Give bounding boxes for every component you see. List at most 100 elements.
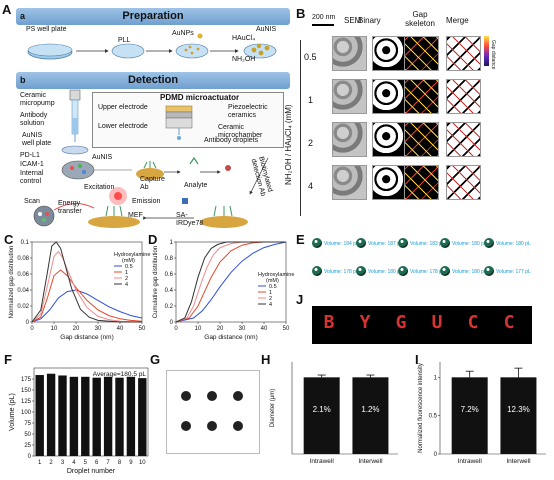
c-series-0.5 xyxy=(31,289,143,323)
d-series-1 xyxy=(175,241,286,323)
f-xtick-label: 8 xyxy=(118,460,122,466)
d-xtick-label: 50 xyxy=(283,326,290,332)
b-axis-label: NH₂OH / HAuCl₄ (mM) xyxy=(284,104,293,185)
sub-label-b: b xyxy=(20,75,26,85)
pdmd-title: PDMD microactuator xyxy=(160,93,240,102)
d-ytick-label: 0.4 xyxy=(165,288,174,294)
d-xtick-label: 10 xyxy=(195,326,202,332)
c-legend-title: Hydroxylamine xyxy=(114,252,150,258)
droplet-volume-label: Volume: 180 pL xyxy=(452,269,487,275)
droplet-volume-label: Volume: 180 pL xyxy=(496,241,531,247)
j-letter: G xyxy=(395,312,407,333)
scale-bar-label: 200 nm xyxy=(312,14,336,21)
f-xtick-label: 9 xyxy=(129,460,133,466)
i-y-axis-label: Normalized fluorescence intensity xyxy=(418,363,424,453)
j-letter: U xyxy=(431,312,443,333)
f-xtick-label: 3 xyxy=(61,460,65,466)
c-ytick-label: 0.1 xyxy=(21,240,30,246)
h-bar-label: 1.2% xyxy=(361,405,379,414)
panel-label-b: B xyxy=(296,6,306,21)
f-xtick-label: 1 xyxy=(38,460,42,466)
j-letter: C xyxy=(467,312,479,333)
i-ytick-label: 0 xyxy=(434,452,438,458)
c-series-4 xyxy=(31,241,142,323)
b-tile-merge-3 xyxy=(446,165,481,200)
i-bar-1 xyxy=(500,377,537,454)
b-tile-sem-0 xyxy=(332,36,367,71)
d-legend-label: 4 xyxy=(269,302,272,308)
upper-electrode-label: Upper electrode xyxy=(98,104,148,111)
d-y-axis-label: Cumulative gap distribution xyxy=(153,246,159,318)
icam1-label: ICAM-1 xyxy=(20,161,44,168)
scale-bar xyxy=(312,24,334,26)
h-bar-1 xyxy=(352,377,389,454)
droplet-volume-label: Volume: 184 pL xyxy=(324,241,359,247)
antibody-solution-label: Antibody solution xyxy=(20,112,48,127)
panel-label-e: E xyxy=(296,232,305,247)
f-bar-6 xyxy=(92,377,101,456)
d-legend-label: 2 xyxy=(269,296,272,302)
f-bar-9 xyxy=(126,376,136,456)
panel-label-f: F xyxy=(4,352,12,367)
c-ytick-label: 0.06 xyxy=(17,272,29,278)
d-xtick-label: 20 xyxy=(217,326,224,332)
f-ytick-label: 100 xyxy=(21,410,32,416)
lower-electrode-label: Lower electrode xyxy=(98,123,148,130)
pdl1-label: PD-L1 xyxy=(20,152,40,159)
h-bar-0 xyxy=(303,377,340,454)
droplet-volume-label: Volume: 180 pL xyxy=(368,269,403,275)
b-tile-binary-0 xyxy=(372,36,407,71)
f-x-axis-label: Droplet number xyxy=(67,468,116,475)
j-letter: B xyxy=(323,312,335,333)
droplet-icon xyxy=(398,266,408,276)
b-tile-gap-3 xyxy=(404,165,439,200)
emission-label: Emission xyxy=(132,198,161,205)
c-xtick-label: 40 xyxy=(117,326,124,332)
d-ytick-label: 1 xyxy=(170,240,174,246)
f-ytick-label: 175 xyxy=(21,377,32,383)
droplet-icon xyxy=(312,266,322,276)
c-xtick-label: 20 xyxy=(73,326,80,332)
chart-d: 0 10 20 30 40 50 0 0.2 0.4 0.6 0.8 1 Gap distance (n… xyxy=(153,240,294,341)
g-droplet-image xyxy=(166,370,260,454)
i-ytick-label: 1 xyxy=(434,375,438,381)
c-ytick-label: 0.08 xyxy=(17,256,29,262)
haucl4-label: HAuCl₄ xyxy=(232,35,256,42)
i-bar-0 xyxy=(451,377,488,454)
f-ytick-label: 50 xyxy=(24,432,31,438)
c-plot-frame xyxy=(31,241,143,323)
d-legend-label: 0.5 xyxy=(269,284,277,290)
f-bar-8 xyxy=(115,377,124,456)
c-legend-unit: (mM) xyxy=(122,258,135,264)
h-y-axis-label: Diameter (μm) xyxy=(270,389,276,427)
pll-label: PLL xyxy=(118,37,131,44)
j-fluorescence-strip xyxy=(312,306,532,344)
scan-label: Scan xyxy=(24,198,40,205)
c-ytick-label: 0.04 xyxy=(17,288,29,294)
panel-label-g: G xyxy=(150,352,161,367)
f-ytick-label: 75 xyxy=(24,421,31,427)
f-y-axis-label: Volume (pL) xyxy=(9,393,16,431)
c-xtick-label: 30 xyxy=(95,326,102,332)
f-ytick-label: 125 xyxy=(21,399,32,405)
d-legend-label: 1 xyxy=(269,290,272,296)
i-bar-label: 12.3% xyxy=(507,405,530,414)
aunis-label: AuNIS xyxy=(256,26,277,33)
b-tile-gap-1 xyxy=(404,79,439,114)
f-xtick-label: 4 xyxy=(72,460,76,466)
d-legend-unit: (mM) xyxy=(266,278,279,284)
d-xtick-label: 0 xyxy=(174,326,178,332)
sub-label-a: a xyxy=(20,11,26,21)
b-tile-sem-3 xyxy=(332,165,367,200)
c-legend-label: 2 xyxy=(125,276,128,282)
f-xtick-label: 7 xyxy=(106,460,110,466)
row-label-0: 0.5 xyxy=(304,52,317,62)
f-ytick-label: 0 xyxy=(28,454,32,460)
chart-f: 0 25 50 75 100 125 150 175 1 2 3 4 5 6 7 8 9 10 Average=18… xyxy=(9,367,149,475)
col-header-gap-skeleton: Gap skeleton xyxy=(405,10,435,28)
row-label-3: 4 xyxy=(308,181,314,191)
microactuator-drawing xyxy=(165,105,193,140)
chart-i: 0 0.5 1 7.2% Intrawell 12.3% Interwell Normaliz… xyxy=(418,362,546,465)
droplet-icon xyxy=(356,266,366,276)
droplet-volume-label: Volume: 178 pL xyxy=(324,269,359,275)
